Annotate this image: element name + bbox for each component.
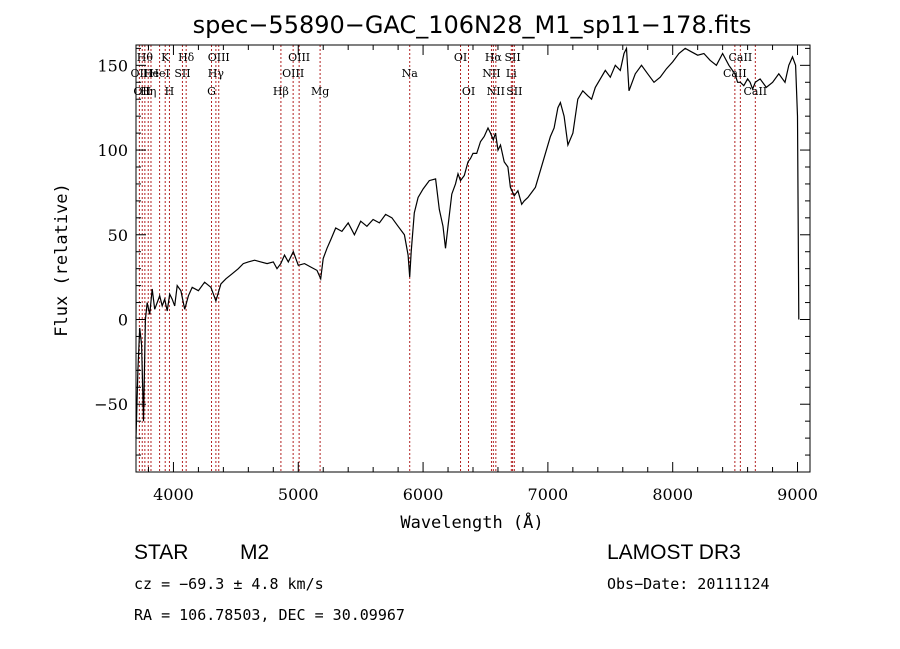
line-marker-label: Na	[402, 67, 419, 80]
line-markers	[138, 45, 756, 472]
line-marker-label: G	[207, 85, 216, 98]
line-marker-label: Mg	[311, 85, 329, 98]
line-marker-label: Hγ	[208, 67, 225, 80]
line-marker-label: SII	[174, 67, 190, 80]
line-marker-label: OI	[462, 85, 475, 98]
line-marker-label: K	[161, 51, 170, 64]
line-marker-label: Hη	[140, 85, 156, 98]
line-marker-label: OIII	[288, 51, 310, 64]
line-marker-label: NII	[487, 85, 505, 98]
x-tick-label: 5000	[278, 485, 319, 504]
x-axis-label: Wavelength (Å)	[400, 511, 543, 533]
line-marker-label: Hβ	[273, 85, 289, 98]
x-axis-ticks: 4000 5000 6000 7000 8000 9000	[147, 45, 818, 504]
x-tick-label: 6000	[403, 485, 444, 504]
y-tick-label: 50	[108, 226, 128, 245]
object-subclass: M2	[240, 541, 269, 564]
line-marker-label: SII	[506, 85, 522, 98]
line-marker-label: Hδ	[178, 51, 195, 64]
observation-date: Obs−Date: 20111124	[607, 575, 770, 593]
chart-title: spec−55890−GAC_106N28_M1_sp11−178.fits	[193, 11, 752, 39]
y-tick-label: 100	[97, 141, 128, 160]
line-marker-label: H	[165, 85, 175, 98]
x-tick-label: 4000	[153, 485, 194, 504]
line-marker-label: SII	[504, 51, 520, 64]
line-marker-label: OI	[454, 51, 467, 64]
spectrum-line	[135, 46, 800, 439]
line-marker-label: OIII	[282, 67, 304, 80]
line-marker-label: OII	[131, 67, 149, 80]
y-tick-label: 150	[97, 56, 128, 75]
line-marker-label: OII	[133, 85, 151, 98]
x-tick-label: 8000	[652, 485, 693, 504]
x-tick-label: 7000	[528, 485, 569, 504]
redshift-velocity: cz = −69.3 ± 4.8 km/s	[134, 575, 324, 593]
line-marker-label: NII	[482, 67, 500, 80]
y-tick-label: −50	[94, 395, 128, 414]
y-axis-ticks: −50 0 50 100 150	[94, 47, 810, 456]
plot-frame	[135, 44, 811, 473]
line-marker-label: CaII	[743, 85, 767, 98]
line-marker-label: Hα	[485, 51, 503, 64]
line-marker-label: He	[143, 67, 159, 80]
line-marker-label: HeI	[149, 67, 169, 80]
survey-name: LAMOST DR3	[607, 541, 741, 564]
sky-coordinates: RA = 106.78503, DEC = 30.09967	[134, 606, 405, 624]
line-marker-label: CaII	[729, 51, 753, 64]
y-axis-label: Flux (relative)	[52, 183, 72, 337]
y-tick-label: 0	[118, 311, 128, 330]
line-marker-label: OIII	[208, 51, 230, 64]
object-class: STAR	[134, 541, 188, 564]
line-marker-label: Li	[506, 67, 517, 80]
line-marker-label: Hθ	[137, 51, 154, 64]
x-tick-label: 9000	[777, 485, 818, 504]
